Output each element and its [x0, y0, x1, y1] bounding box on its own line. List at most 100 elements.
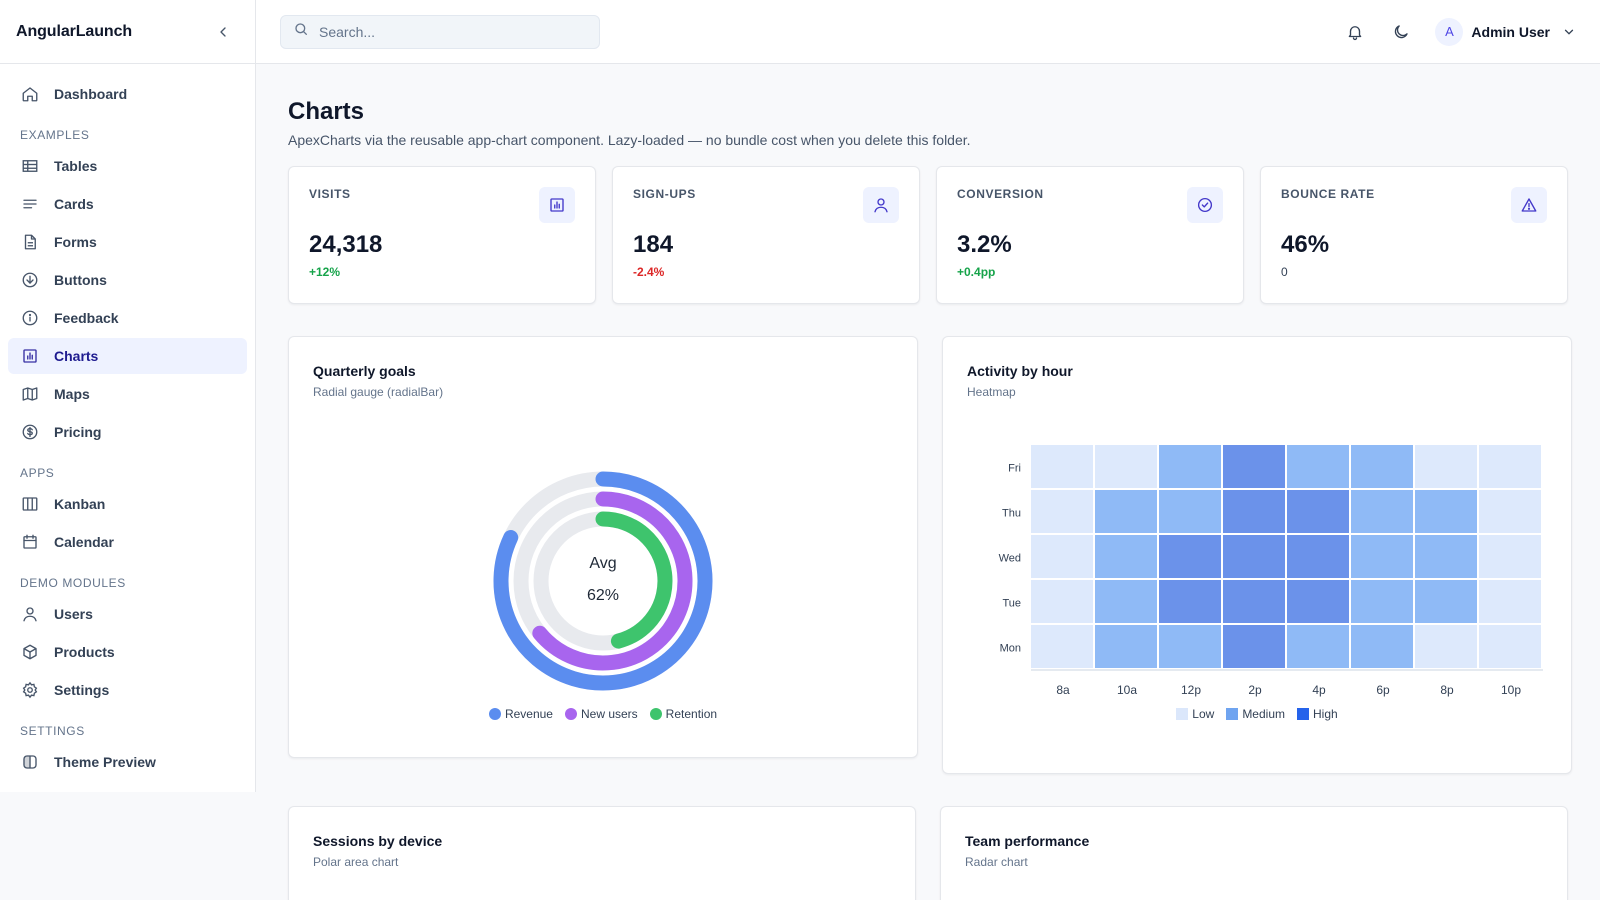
radial-gauge-chart: Avg 62%	[493, 471, 713, 691]
sidebar-item-charts[interactable]: Charts	[8, 338, 247, 374]
sidebar-item-label: Products	[54, 644, 115, 660]
heatmap-cell	[1223, 580, 1285, 623]
legend-item-retention: Retention	[649, 707, 717, 721]
heatmap-cell	[1223, 445, 1285, 488]
heatmap-cell	[1479, 580, 1541, 623]
x-tick-label: 10a	[1117, 683, 1137, 697]
search-icon	[293, 21, 309, 42]
heatmap-cell	[1159, 490, 1221, 533]
moon-icon[interactable]	[1389, 20, 1413, 44]
alert-triangle-icon	[1511, 187, 1547, 223]
panel-subtitle: Radial gauge (radialBar)	[313, 385, 444, 399]
heatmap-cell	[1351, 445, 1413, 488]
panel-subtitle: Radar chart	[965, 855, 1028, 869]
sidebar-item-feedback[interactable]: Feedback	[8, 300, 247, 336]
bell-icon[interactable]	[1343, 20, 1367, 44]
sidebar-item-calendar[interactable]: Calendar	[8, 524, 247, 560]
heatmap-cell	[1095, 535, 1157, 578]
y-tick-label: Fri	[1008, 463, 1021, 475]
brand-bar: AngularLaunch	[0, 0, 255, 64]
sidebar-item-forms[interactable]: Forms	[8, 224, 247, 260]
x-tick-label: 10p	[1501, 683, 1521, 697]
sidebar-nav: Dashboard EXAMPLES Tables Cards Forms Bu…	[0, 64, 255, 780]
y-tick-label: Wed	[999, 553, 1021, 565]
sidebar-item-products[interactable]: Products	[8, 634, 247, 670]
main-content: Charts ApexCharts via the reusable app-c…	[288, 96, 1572, 900]
user-icon	[863, 187, 899, 223]
heatmap-cell	[1351, 625, 1413, 668]
sidebar-item-label: Dashboard	[54, 86, 128, 102]
heatmap-cell	[1351, 535, 1413, 578]
chevron-down-icon	[1562, 25, 1576, 39]
heatmap-cell	[1031, 490, 1093, 533]
quarterly-goals-panel: Quarterly goals Radial gauge (radialBar)…	[288, 336, 918, 758]
collapse-sidebar-button[interactable]	[211, 20, 235, 44]
document-icon	[20, 232, 40, 252]
sidebar-item-theme-preview[interactable]: Theme Preview	[8, 744, 247, 780]
activity-by-hour-panel: Activity by hour Heatmap Fri Thu Wed Tue Mon…	[942, 336, 1572, 774]
stat-value: 24,318	[309, 231, 383, 258]
nav-section-examples: EXAMPLES	[20, 128, 90, 142]
sidebar-item-buttons[interactable]: Buttons	[8, 262, 247, 298]
nav-section-demo-modules: DEMO MODULES	[20, 576, 126, 590]
heatmap-cell	[1095, 445, 1157, 488]
stat-delta: +12%	[309, 265, 341, 279]
sidebar-item-kanban[interactable]: Kanban	[8, 486, 247, 522]
heatmap-cell	[1223, 490, 1285, 533]
heatmap-cell	[1159, 535, 1221, 578]
heatmap-cell	[1287, 535, 1349, 578]
heatmap-cell	[1479, 535, 1541, 578]
stat-label: BOUNCE RATE	[1281, 187, 1375, 201]
panel-subtitle: Polar area chart	[313, 855, 399, 869]
sidebar-item-label: Feedback	[54, 310, 119, 326]
heatmap-cell	[1095, 490, 1157, 533]
user-icon	[20, 604, 40, 624]
heatmap-cell	[1287, 580, 1349, 623]
calendar-icon	[20, 532, 40, 552]
heatmap-cell	[1415, 535, 1477, 578]
x-tick-label: 8p	[1440, 683, 1454, 697]
heatmap-cell	[1031, 535, 1093, 578]
heatmap-cell	[1415, 490, 1477, 533]
stat-card-conversion: CONVERSION 3.2% +0.4pp	[936, 166, 1244, 304]
legend-item-revenue: Revenue	[488, 707, 553, 721]
page-subtitle: ApexCharts via the reusable app-chart co…	[288, 132, 971, 148]
sidebar-item-cards[interactable]: Cards	[8, 186, 247, 222]
search-box[interactable]	[280, 14, 600, 49]
brand-name: AngularLaunch	[16, 22, 133, 40]
sidebar-item-dashboard[interactable]: Dashboard	[8, 76, 247, 112]
charts-row: Quarterly goals Radial gauge (radialBar)…	[288, 336, 1572, 774]
radial-bar-new-users	[532, 491, 693, 671]
sidebar-item-label: Forms	[54, 234, 97, 250]
sidebar-item-tables[interactable]: Tables	[8, 148, 247, 184]
stat-label: CONVERSION	[957, 187, 1044, 201]
user-name: Admin User	[1471, 23, 1550, 40]
sidebar-item-label: Maps	[54, 386, 90, 402]
table-icon	[20, 156, 40, 176]
sidebar-item-maps[interactable]: Maps	[8, 376, 247, 412]
heatmap-cell	[1287, 445, 1349, 488]
sidebar-item-pricing[interactable]: Pricing	[8, 414, 247, 450]
stat-label: VISITS	[309, 187, 351, 201]
sidebar-item-label: Pricing	[54, 424, 102, 440]
search-input[interactable]	[319, 23, 579, 40]
stat-value: 46%	[1281, 231, 1330, 258]
stat-label: SIGN-UPS	[633, 187, 696, 201]
lines-icon	[20, 194, 40, 214]
heatmap-legend: Low Medium High	[967, 707, 1547, 721]
home-icon	[20, 84, 40, 104]
heatmap-cell	[1223, 535, 1285, 578]
heatmap-cell	[1351, 580, 1413, 623]
avatar: A	[1435, 17, 1464, 46]
stat-cards: VISITS 24,318 +12% SIGN-UPS 184 -2.4% CO…	[288, 166, 1568, 304]
x-tick-label: 4p	[1312, 683, 1326, 697]
heatmap-cell	[1031, 445, 1093, 488]
sidebar-item-settings[interactable]: Settings	[8, 672, 247, 708]
heatmap-cell	[1287, 490, 1349, 533]
sidebar-item-label: Users	[54, 606, 93, 622]
panel-title: Team performance	[965, 833, 1090, 849]
heatmap-cell	[1095, 625, 1157, 668]
sidebar-item-users[interactable]: Users	[8, 596, 247, 632]
user-menu[interactable]: A Admin User	[1435, 17, 1576, 46]
x-tick-label: 2p	[1248, 683, 1262, 697]
